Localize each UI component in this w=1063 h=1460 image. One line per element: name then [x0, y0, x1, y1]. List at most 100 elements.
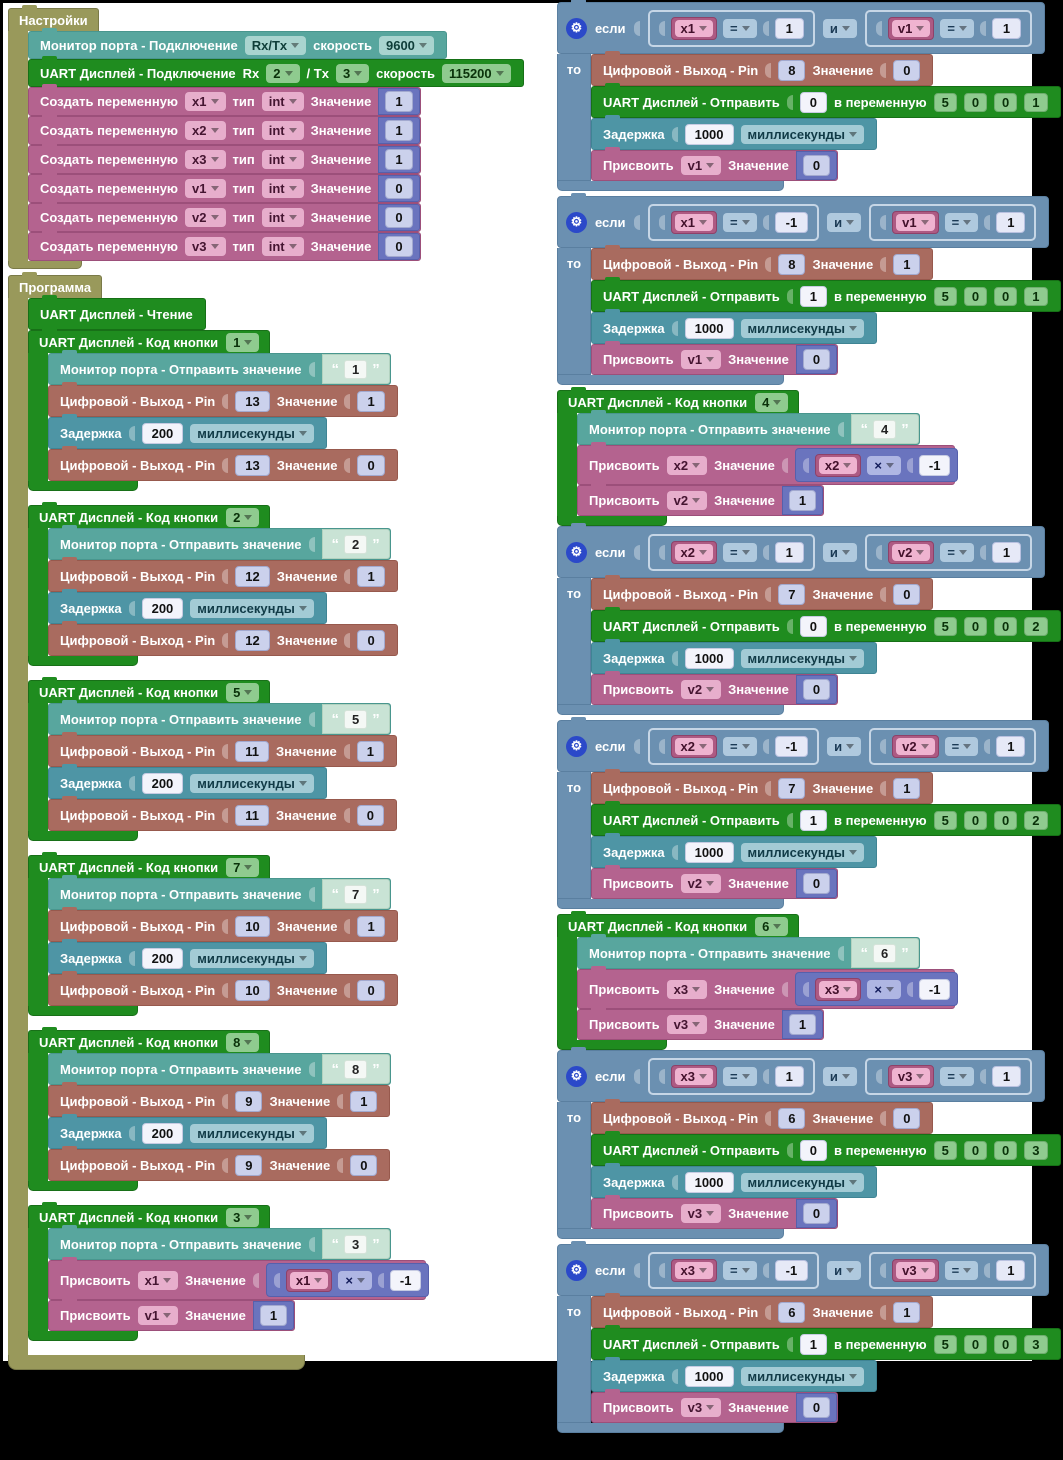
variable-dropdown[interactable]: v2	[896, 737, 935, 755]
number-input[interactable]: 1	[774, 541, 804, 563]
digit-chip[interactable]: 1	[1024, 286, 1048, 306]
block-digital-output[interactable]: Цифровой - Выход - Pin 8 Значение 0	[591, 51, 934, 86]
variable-dropdown[interactable]: x2	[185, 121, 226, 140]
digit-chip[interactable]: 0	[994, 1140, 1018, 1160]
units-dropdown[interactable]: миллисекунды	[190, 1123, 314, 1143]
block-create-variable[interactable]: Создать переменную x3 тип int Значение 1	[28, 142, 421, 174]
delay-input[interactable]: 200	[141, 947, 184, 969]
variable-dropdown[interactable]: x1	[137, 1270, 179, 1290]
block-serial-send-value[interactable]: Монитор порта - Отправить значение “7”	[48, 875, 391, 910]
type-dropdown[interactable]: int	[261, 237, 304, 256]
variable-dropdown[interactable]: v3	[185, 237, 226, 256]
block-delay[interactable]: Задержка 200 миллисекунды	[48, 414, 327, 449]
number-input[interactable]: 0	[385, 178, 413, 199]
operator-dropdown[interactable]: =	[944, 736, 979, 756]
value-input[interactable]: 1	[893, 777, 921, 799]
number-block[interactable]: 0	[795, 151, 838, 180]
number-block[interactable]: 0	[795, 675, 838, 704]
variable-dropdown[interactable]: x1	[674, 213, 714, 231]
block-assign-variable[interactable]: Присвоить v3 Значение 0	[591, 1389, 839, 1423]
block-serial-send-value[interactable]: Монитор порта - Отправить значение “1”	[48, 350, 391, 385]
variable-block[interactable]: v3	[887, 1064, 935, 1088]
block-delay[interactable]: Задержка 1000 миллисекунды	[591, 833, 878, 868]
if-block-header[interactable]: ⚙ если x2 = -1 и v2 = 1	[557, 717, 1050, 772]
block-assign-variable[interactable]: Присвоить v2 Значение 0	[591, 671, 839, 705]
number-input[interactable]: 1	[774, 1065, 804, 1087]
variable-dropdown[interactable]: x2	[674, 543, 714, 561]
variable-dropdown[interactable]: v1	[185, 179, 226, 198]
operator-dropdown[interactable]: =	[940, 1066, 974, 1086]
tx-pin-dropdown[interactable]: 3	[335, 63, 370, 83]
variable-dropdown[interactable]: v1	[680, 156, 722, 175]
pin-input[interactable]: 10	[235, 979, 270, 1001]
variable-dropdown[interactable]: v2	[185, 208, 226, 227]
value-input[interactable]: 1	[356, 740, 384, 762]
and-dropdown[interactable]: и	[822, 18, 857, 38]
units-dropdown[interactable]: миллисекунды	[740, 842, 865, 862]
block-create-variable[interactable]: Создать переменную v3 тип int Значение 0	[28, 229, 421, 261]
settings-section-header[interactable]: Настройки	[8, 5, 99, 31]
operator-dropdown[interactable]: =	[944, 212, 979, 232]
variable-block[interactable]: v1	[892, 210, 939, 234]
pin-input[interactable]: 7	[778, 777, 806, 799]
variable-dropdown[interactable]: v2	[680, 680, 722, 699]
number-input[interactable]: 0	[802, 1397, 831, 1418]
number-block[interactable]: 0	[795, 1393, 838, 1422]
units-dropdown[interactable]: миллисекунды	[740, 124, 865, 144]
block-assign-variable[interactable]: Присвоить v2 Значение 0	[591, 865, 839, 899]
block-digital-output[interactable]: Цифровой - Выход - Pin 12 Значение 1	[48, 557, 398, 592]
variable-block[interactable]: x2	[670, 540, 718, 564]
operator-dropdown[interactable]: ×	[867, 979, 901, 999]
value-input[interactable]: 0	[357, 629, 385, 651]
number-input[interactable]: 1	[996, 211, 1026, 233]
button-code-group-header[interactable]: UART Дисплей - Код кнопки 2	[28, 502, 271, 528]
delay-input[interactable]: 1000	[684, 123, 734, 145]
block-uart-display-send[interactable]: UART Дисплей - Отправить 0 в переменную 5 0 0…	[591, 83, 1061, 118]
gear-icon[interactable]: ⚙	[566, 735, 587, 757]
variable-block[interactable]: v3	[892, 1258, 939, 1282]
expression-block[interactable]: x3 × -1	[794, 972, 959, 1006]
variable-dropdown[interactable]: x1	[185, 92, 226, 111]
digit-chip[interactable]: 5	[933, 810, 957, 830]
variable-block[interactable]: x1	[670, 16, 718, 40]
if-block-header[interactable]: ⚙ если x3 = 1 и v3 = 1	[557, 1047, 1046, 1102]
gear-icon[interactable]: ⚙	[566, 211, 587, 233]
number-input[interactable]: -1	[774, 735, 809, 757]
block-uart-display-send[interactable]: UART Дисплей - Отправить 1 в переменную 5 0 0…	[591, 801, 1061, 836]
value-input[interactable]: 0	[356, 804, 384, 826]
digit-chip[interactable]: 0	[994, 92, 1018, 112]
digit-chip[interactable]: 0	[994, 810, 1018, 830]
button-code-group-header[interactable]: UART Дисплей - Код кнопки 4	[557, 387, 800, 413]
number-block[interactable]: 0	[378, 233, 420, 260]
number-input[interactable]: 1	[774, 17, 804, 39]
number-input[interactable]: -1	[774, 1259, 809, 1281]
operator-dropdown[interactable]: =	[940, 542, 974, 562]
variable-dropdown[interactable]: x3	[818, 980, 858, 998]
block-uart-display-send[interactable]: UART Дисплей - Отправить 1 в переменную 5 0 0…	[591, 277, 1061, 312]
string-input[interactable]: 4	[873, 419, 897, 439]
type-dropdown[interactable]: int	[261, 121, 304, 140]
number-block[interactable]: 0	[795, 345, 838, 374]
number-block[interactable]: 0	[378, 175, 420, 202]
and-dropdown[interactable]: и	[822, 542, 857, 562]
pin-input[interactable]: 10	[235, 915, 270, 937]
number-input[interactable]: 1	[259, 1305, 288, 1326]
variable-block[interactable]: x2	[814, 453, 862, 477]
pin-input[interactable]: 13	[235, 390, 270, 412]
operator-dropdown[interactable]: =	[723, 1260, 757, 1280]
delay-input[interactable]: 200	[141, 597, 184, 619]
variable-block[interactable]: x1	[670, 210, 718, 234]
digit-chip[interactable]: 5	[933, 616, 957, 636]
button-code-dropdown[interactable]: 8	[226, 1032, 260, 1052]
block-assign-variable[interactable]: Присвоить x2 Значение x2 × -1	[577, 442, 959, 485]
string-input[interactable]: 8	[344, 1059, 368, 1079]
digit-chip[interactable]: 0	[963, 92, 988, 112]
units-dropdown[interactable]: миллисекунды	[190, 598, 314, 618]
expression-block[interactable]: x1 × -1	[265, 1263, 430, 1297]
block-assign-variable[interactable]: Присвоить x3 Значение x3 × -1	[577, 966, 959, 1009]
number-block[interactable]: 0	[795, 869, 838, 898]
number-input[interactable]: 1	[991, 541, 1022, 563]
number-input[interactable]: -1	[918, 978, 951, 1000]
digit-chip[interactable]: 0	[994, 616, 1018, 636]
number-input[interactable]: 1	[996, 735, 1026, 757]
